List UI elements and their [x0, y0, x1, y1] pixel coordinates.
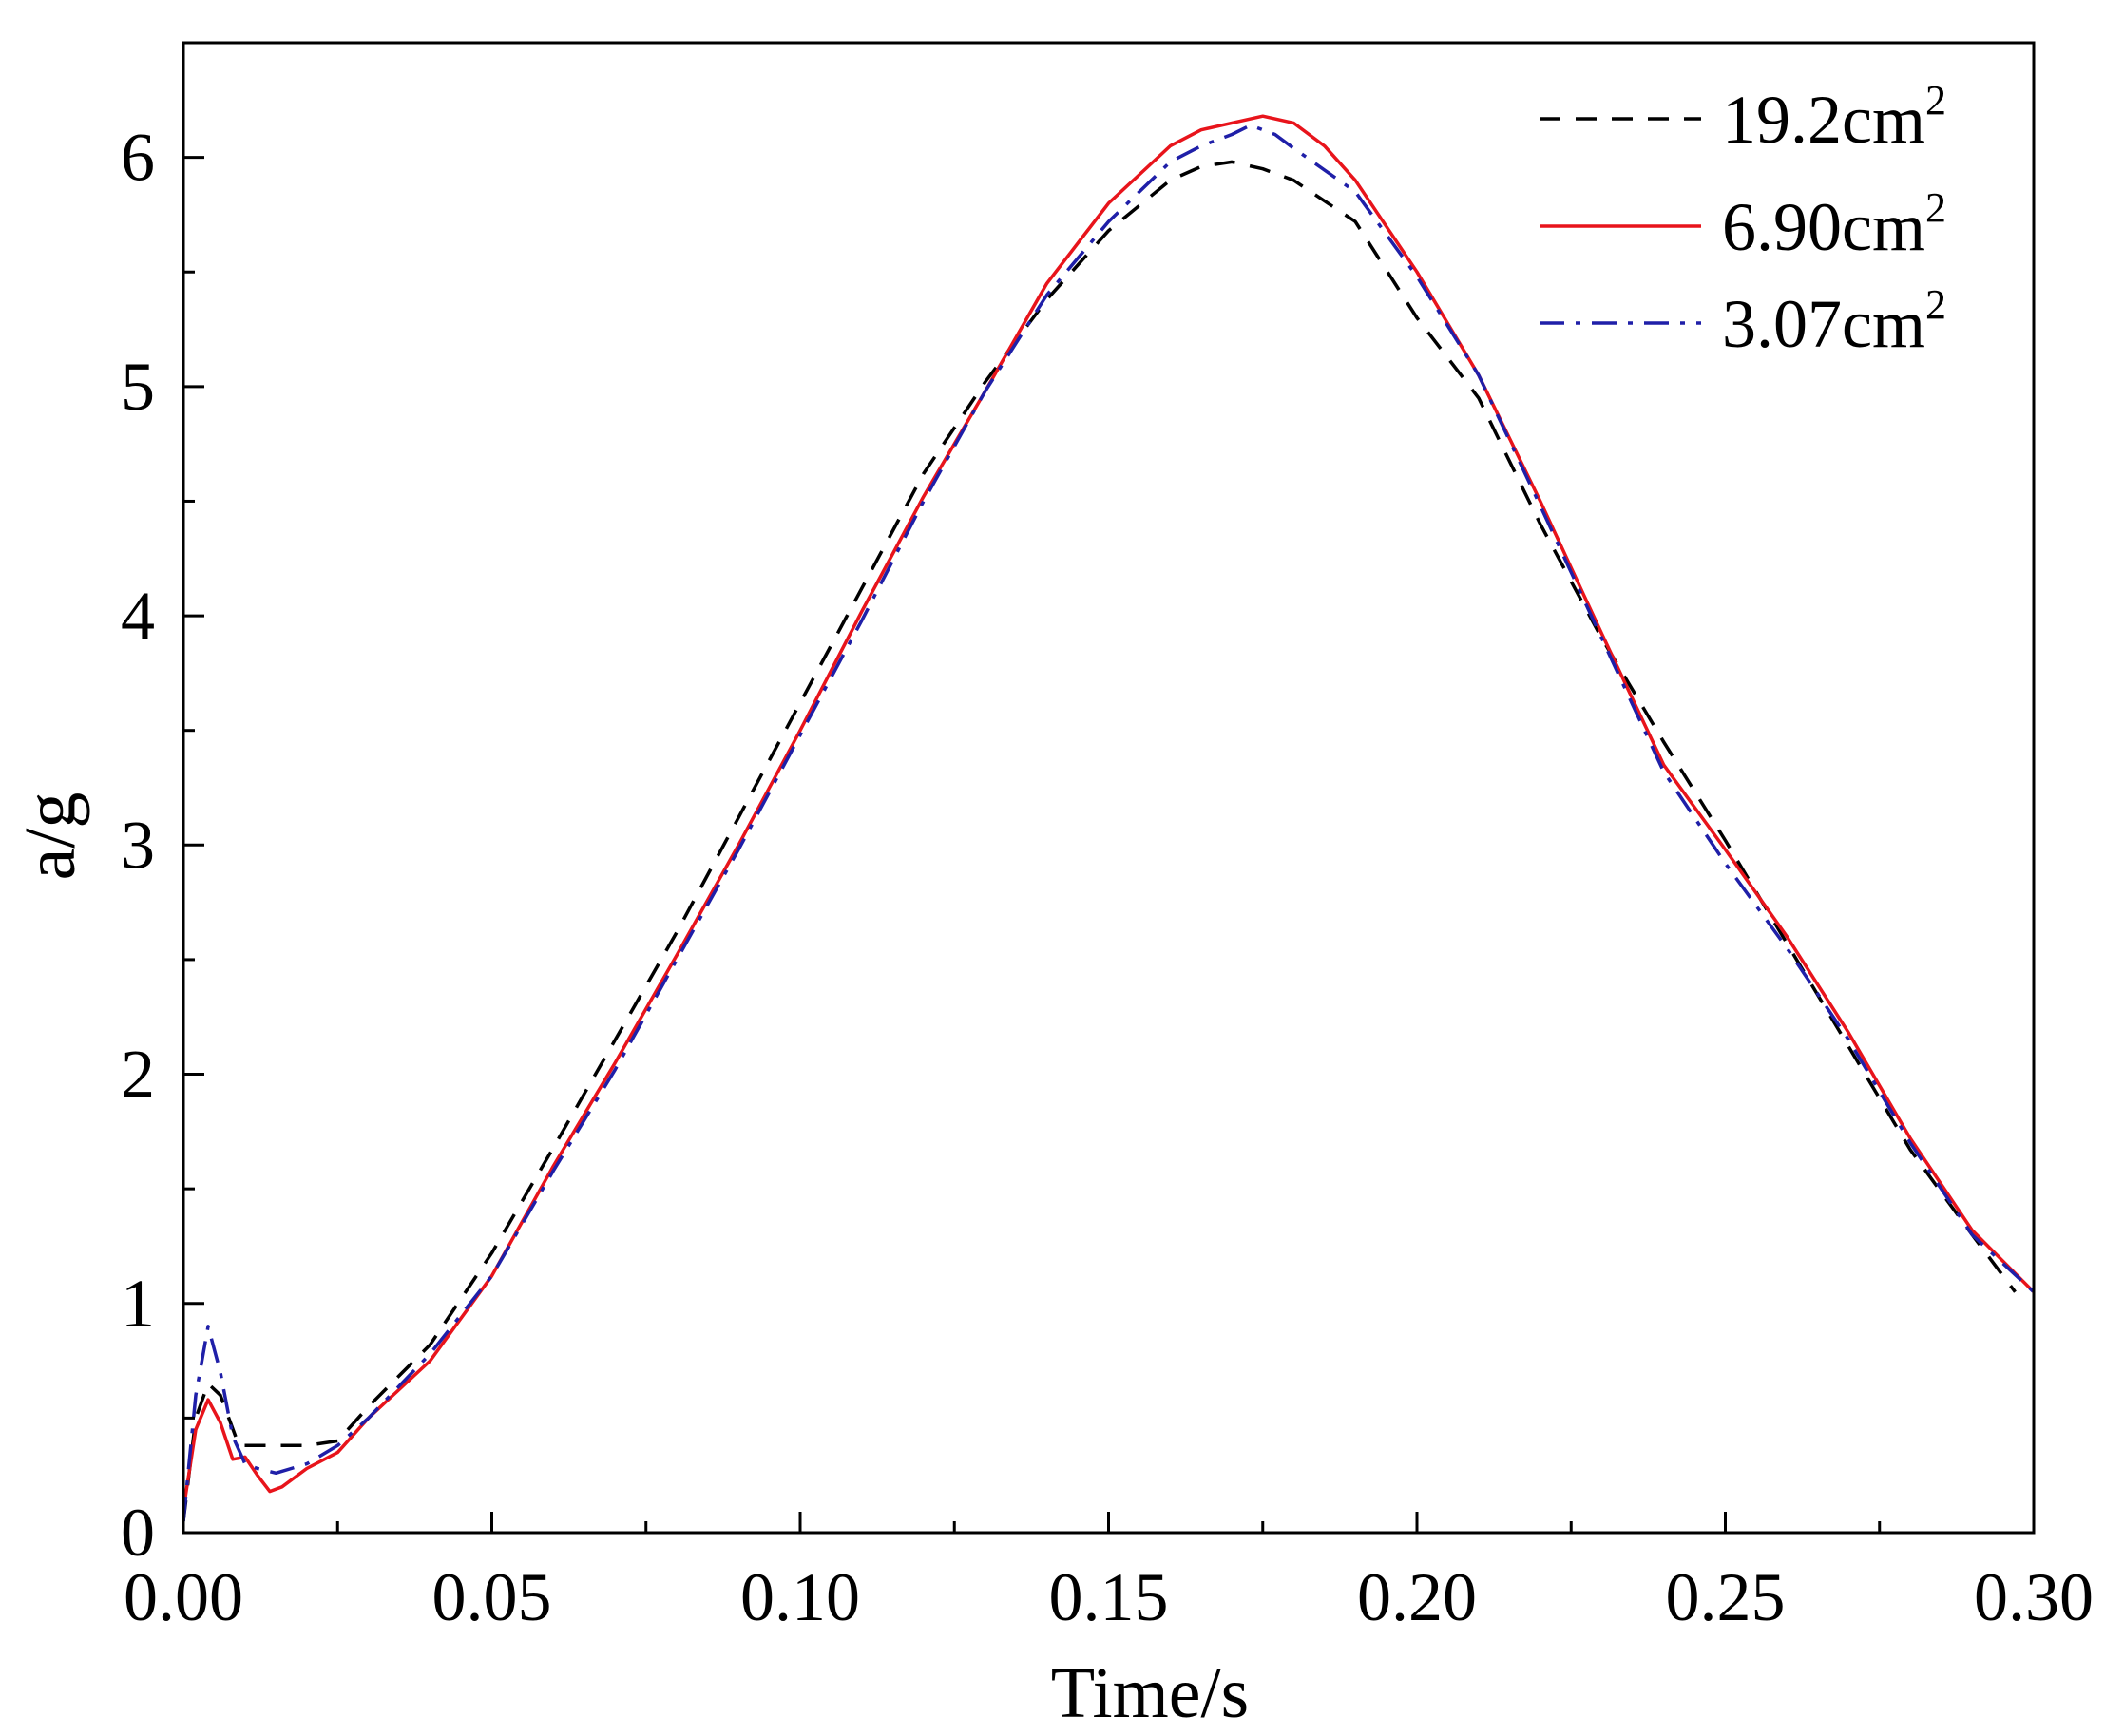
series-line-0: [182, 160, 2017, 1522]
x-axis-title: Time/s: [1051, 1653, 1249, 1733]
series-layer: [182, 114, 2036, 1522]
legend: 19.2cm2 6.90cm2 3.07cm2: [1540, 77, 1946, 362]
x-tick-label: 0.05: [432, 1559, 552, 1635]
x-tick-label: 0.20: [1357, 1559, 1477, 1635]
y-tick-label: 0: [121, 1495, 155, 1571]
x-tick-label: 0.00: [124, 1559, 243, 1635]
series-line-2: [182, 124, 2036, 1522]
legend-label-3-07: 3.07cm2: [1722, 281, 1946, 362]
plot-frame: [182, 41, 2036, 1535]
x-tick-label: 0.10: [740, 1559, 860, 1635]
y-tick-label: 3: [121, 807, 155, 883]
y-tick-label: 5: [121, 349, 155, 425]
y-tick-label: 6: [121, 120, 155, 196]
legend-label-6-90: 6.90cm2: [1722, 184, 1946, 265]
y-tick-label: 2: [121, 1037, 155, 1113]
ticks-layer: [182, 156, 2036, 1535]
y-axis-title: a/g: [10, 792, 90, 881]
tick-labels-layer: 0.00 0.05 0.10 0.15 0.20 0.25 0.30 0 1 2 3 4 5 6: [121, 120, 2094, 1635]
x-tick-label: 0.30: [1974, 1559, 2094, 1635]
x-tick-label: 0.25: [1666, 1559, 1786, 1635]
y-tick-label: 4: [121, 578, 155, 654]
y-tick-label: 1: [121, 1266, 155, 1342]
x-tick-label: 0.15: [1049, 1559, 1169, 1635]
legend-label-19-2: 19.2cm2: [1722, 77, 1946, 158]
